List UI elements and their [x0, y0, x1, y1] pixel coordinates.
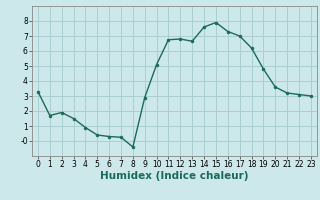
X-axis label: Humidex (Indice chaleur): Humidex (Indice chaleur): [100, 171, 249, 181]
